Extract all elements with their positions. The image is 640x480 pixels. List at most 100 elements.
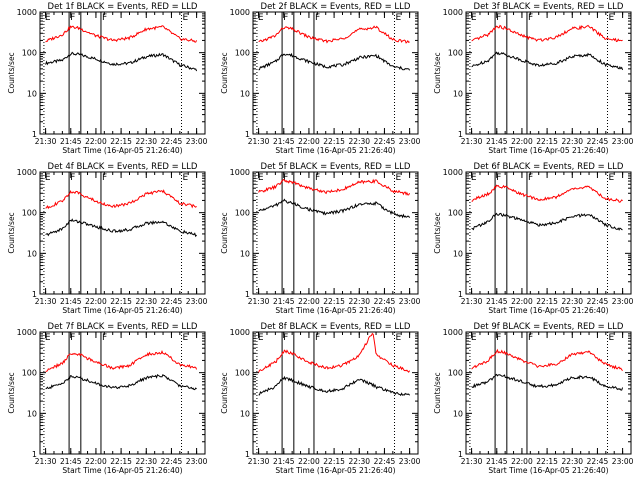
- y-tick-label: 1: [32, 450, 37, 459]
- lld-series-line: [471, 184, 623, 203]
- event-marker-label: F: [315, 173, 320, 183]
- x-tick-label: 22:15: [110, 457, 132, 466]
- events-series-line: [258, 198, 411, 219]
- y-tick-label: 1: [32, 130, 37, 139]
- y-tick-label: 10: [240, 409, 250, 418]
- y-axis-label: Counts/sec: [433, 372, 442, 413]
- y-tick-label: 10: [27, 249, 37, 258]
- event-marker-label: F: [315, 13, 320, 23]
- x-tick-label: 21:30: [35, 457, 57, 466]
- panel-title: Det 9f BLACK = Events, RED = LLD: [474, 322, 624, 332]
- x-tick-label: 22:45: [161, 457, 183, 466]
- x-tick-label: 21:30: [461, 297, 483, 306]
- event-marker-label: F: [315, 333, 320, 343]
- event-marker-label: F: [70, 173, 75, 183]
- x-axis-label: Start Time (16-Apr-05 21:26:40): [275, 146, 395, 155]
- x-tick-label: 22:15: [536, 297, 558, 306]
- y-axis-label: Counts/sec: [7, 52, 16, 93]
- x-tick-label: 22:15: [110, 137, 132, 146]
- plot-frame: [39, 171, 206, 295]
- y-tick-label: 1000: [17, 328, 37, 337]
- plot-frame: [465, 171, 632, 295]
- y-tick-label: 1000: [443, 8, 463, 17]
- x-tick-label: 21:45: [273, 137, 295, 146]
- x-tick-label: 22:00: [298, 297, 320, 306]
- y-tick-label: 100: [235, 49, 250, 58]
- x-tick-label: 21:45: [486, 297, 508, 306]
- y-tick-label: 100: [22, 49, 37, 58]
- y-axis-label: Counts/sec: [7, 212, 16, 253]
- event-marker-label: E: [396, 333, 402, 343]
- events-series-line: [471, 212, 623, 231]
- event-marker-label: E: [45, 173, 51, 183]
- x-tick-label: 23:00: [186, 137, 208, 146]
- y-axis-label: Counts/sec: [220, 372, 229, 413]
- y-tick-label: 1000: [443, 168, 463, 177]
- event-marker-label: F: [283, 333, 288, 343]
- x-tick-label: 21:30: [248, 457, 270, 466]
- x-tick-label: 22:00: [511, 297, 533, 306]
- x-axis-label: Start Time (16-Apr-05 21:26:40): [62, 466, 182, 475]
- x-axis-label: Start Time (16-Apr-05 21:26:40): [275, 306, 395, 315]
- plot-frame: [39, 11, 206, 135]
- y-axis-label: Counts/sec: [433, 52, 442, 93]
- x-tick-label: 23:00: [186, 297, 208, 306]
- event-marker-label: E: [258, 333, 264, 343]
- y-tick-label: 10: [240, 249, 250, 258]
- plot-frame: [252, 331, 419, 455]
- x-tick-label: 22:30: [348, 137, 370, 146]
- detector-panel: Det 2f BLACK = Events, RED = LLD 1 10 100 10…: [220, 2, 421, 155]
- y-axis-label: Counts/sec: [220, 52, 229, 93]
- x-tick-label: 22:00: [85, 457, 107, 466]
- event-marker-label: E: [258, 173, 264, 183]
- y-tick-label: 1: [458, 290, 463, 299]
- x-tick-label: 22:45: [374, 137, 396, 146]
- x-tick-label: 23:00: [612, 137, 634, 146]
- y-tick-label: 100: [448, 369, 463, 378]
- x-tick-label: 21:30: [248, 137, 270, 146]
- lld-series-line: [45, 349, 198, 372]
- x-axis-label: Start Time (16-Apr-05 21:26:40): [62, 146, 182, 155]
- event-marker-label: E: [258, 13, 264, 23]
- x-tick-label: 23:00: [612, 457, 634, 466]
- x-tick-label: 22:30: [561, 457, 583, 466]
- x-tick-label: 22:15: [536, 457, 558, 466]
- detector-panel: Det 8f BLACK = Events, RED = LLD 1 10 100 10…: [220, 322, 421, 475]
- event-marker-label: F: [528, 333, 533, 343]
- y-tick-label: 10: [453, 89, 463, 98]
- events-series-line: [471, 373, 624, 391]
- x-tick-label: 22:00: [85, 137, 107, 146]
- y-tick-label: 1000: [443, 328, 463, 337]
- events-series-line: [258, 52, 411, 71]
- x-tick-label: 23:00: [399, 457, 421, 466]
- event-marker-label: E: [609, 333, 615, 343]
- x-axis-label: Start Time (16-Apr-05 21:26:40): [488, 146, 608, 155]
- detector-panel: Det 4f BLACK = Events, RED = LLD 1 10 100 10…: [7, 162, 208, 315]
- plot-frame: [252, 171, 419, 295]
- events-series-line: [45, 51, 198, 72]
- event-marker-label: F: [496, 13, 501, 23]
- panel-title: Det 2f BLACK = Events, RED = LLD: [261, 2, 411, 12]
- lld-series-line: [45, 25, 198, 43]
- x-tick-label: 22:30: [348, 457, 370, 466]
- y-tick-label: 100: [235, 209, 250, 218]
- y-tick-label: 1000: [17, 8, 37, 17]
- y-tick-label: 10: [27, 89, 37, 98]
- x-tick-label: 22:15: [536, 137, 558, 146]
- events-series-line: [45, 373, 197, 391]
- x-tick-label: 22:45: [374, 297, 396, 306]
- detector-panel: Det 3f BLACK = Events, RED = LLD 1 10 100 10…: [433, 2, 634, 155]
- x-tick-label: 22:30: [135, 137, 157, 146]
- y-tick-label: 100: [235, 369, 250, 378]
- x-tick-label: 21:30: [461, 457, 483, 466]
- plot-frame: [39, 331, 206, 455]
- panel-title: Det 4f BLACK = Events, RED = LLD: [48, 162, 198, 172]
- event-marker-label: E: [45, 333, 51, 343]
- event-marker-label: F: [70, 333, 75, 343]
- panel-title: Det 3f BLACK = Events, RED = LLD: [474, 2, 624, 12]
- event-marker-label: F: [102, 13, 107, 23]
- x-tick-label: 22:00: [298, 457, 320, 466]
- y-axis-label: Counts/sec: [7, 372, 16, 413]
- y-tick-label: 10: [453, 249, 463, 258]
- y-tick-label: 10: [27, 409, 37, 418]
